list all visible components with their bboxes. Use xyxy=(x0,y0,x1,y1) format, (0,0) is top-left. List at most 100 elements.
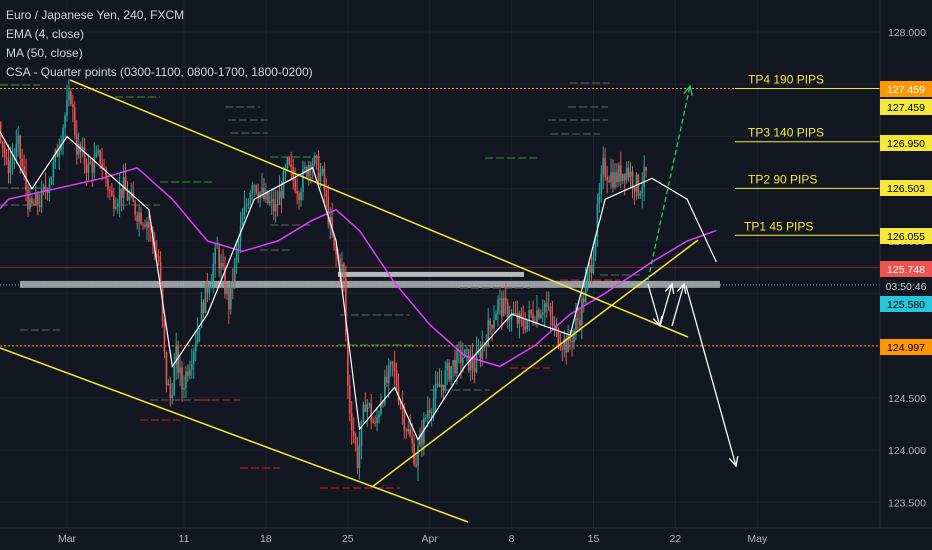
price-tag-bg xyxy=(880,135,932,151)
candle-body xyxy=(251,185,254,193)
candle-body xyxy=(387,365,390,383)
candle-body xyxy=(276,203,279,206)
candle-body xyxy=(352,430,355,437)
candle-body xyxy=(245,205,248,207)
candle-body xyxy=(142,224,144,226)
candle-body xyxy=(581,298,583,326)
candle-body xyxy=(226,288,228,294)
candle-body xyxy=(397,387,400,402)
candle-body xyxy=(329,217,332,225)
candle-body xyxy=(233,261,236,284)
candle-body xyxy=(569,335,571,341)
candle-body xyxy=(296,191,298,194)
candle-body xyxy=(202,302,205,314)
candle-body xyxy=(249,192,252,204)
candle-body xyxy=(469,356,472,371)
candle-body xyxy=(109,189,111,191)
candle-body xyxy=(58,150,60,157)
candle-body xyxy=(635,174,638,192)
candle-body xyxy=(454,360,456,374)
candle-body xyxy=(356,444,359,468)
price-tag: 126.950 xyxy=(887,138,925,150)
candle-body xyxy=(520,313,523,319)
candle-body xyxy=(444,370,447,391)
legend-symbol[interactable]: Euro / Japanese Yen, 240, FXCM xyxy=(6,8,185,22)
candle-body xyxy=(405,429,408,432)
time-tick-label: 18 xyxy=(260,533,272,545)
candle-body xyxy=(380,403,382,415)
drawings[interactable] xyxy=(0,79,880,523)
candle-body xyxy=(623,173,626,181)
candle-body xyxy=(311,164,314,169)
candle-body xyxy=(315,155,318,157)
candle-body xyxy=(317,156,320,182)
candle-body xyxy=(70,91,72,105)
price-tag: 126.503 xyxy=(887,183,925,195)
candle-body xyxy=(362,404,365,421)
time-axis: Mar 11 18 25 Apr 8 15 22 May xyxy=(0,527,932,545)
legend-csa[interactable]: CSA - Quarter points (0300-1100, 0800-17… xyxy=(6,65,313,79)
candle-body xyxy=(415,464,417,467)
candle-body xyxy=(46,190,49,194)
candle-body xyxy=(573,330,575,343)
candle-body xyxy=(475,351,478,372)
candle-body xyxy=(508,319,511,321)
price-tag-bg xyxy=(880,339,932,355)
candle-body xyxy=(157,255,160,262)
horizontal-levels xyxy=(0,88,880,347)
candle-body xyxy=(442,384,445,391)
candle-body xyxy=(81,146,84,152)
candle-body xyxy=(173,365,176,395)
tp-label-3: TP2 90 PIPS xyxy=(748,172,817,186)
legend-ma[interactable]: MA (50, close) xyxy=(6,46,83,60)
candle-body xyxy=(530,310,532,314)
candle-body xyxy=(467,349,470,371)
take-profit-labels: TP4 190 PIPS TP3 140 PIPS TP2 90 PIPS TP1 4… xyxy=(744,73,824,234)
candle-body xyxy=(270,199,273,202)
candle-body xyxy=(146,222,148,228)
candle-body xyxy=(542,312,544,315)
candle-body xyxy=(44,186,47,191)
candle-body xyxy=(50,176,53,185)
candle-body xyxy=(194,342,197,352)
candle-body xyxy=(183,387,185,390)
candle-body xyxy=(111,190,113,196)
candle-body xyxy=(267,191,269,204)
projection-down-arrow xyxy=(685,285,737,467)
legend-ema[interactable]: EMA (4, close) xyxy=(6,27,85,41)
candle-body xyxy=(83,146,86,165)
candle-body xyxy=(163,320,166,352)
candle-body xyxy=(272,199,275,212)
candle-body xyxy=(77,143,80,155)
candle-body xyxy=(510,312,513,320)
candle-body xyxy=(421,434,423,444)
candle-body xyxy=(627,167,630,178)
candle-body xyxy=(536,310,538,324)
candle-body xyxy=(97,150,99,153)
candle-body xyxy=(540,314,542,318)
candle-body xyxy=(616,172,618,183)
candle-body xyxy=(538,310,540,318)
candle-body xyxy=(148,222,150,228)
candle-body xyxy=(300,192,302,201)
candle-body xyxy=(313,155,316,165)
candle-body xyxy=(528,310,530,320)
candle-body xyxy=(579,319,581,326)
candle-body xyxy=(105,168,107,180)
candle-body xyxy=(426,409,429,418)
candle-body xyxy=(56,149,59,157)
candle-body xyxy=(543,303,546,313)
projection-arrow-1 xyxy=(647,283,661,327)
candle-body xyxy=(3,147,6,158)
candle-body xyxy=(116,203,119,208)
ma-50-line xyxy=(0,166,717,368)
candle-body xyxy=(54,149,57,163)
candle-body xyxy=(456,350,458,374)
candle-body xyxy=(434,384,437,399)
candle-body xyxy=(389,362,392,366)
candle-body xyxy=(608,180,610,183)
candle-body xyxy=(204,281,207,314)
candle-body xyxy=(641,186,644,194)
price-tag-bg xyxy=(880,278,932,294)
